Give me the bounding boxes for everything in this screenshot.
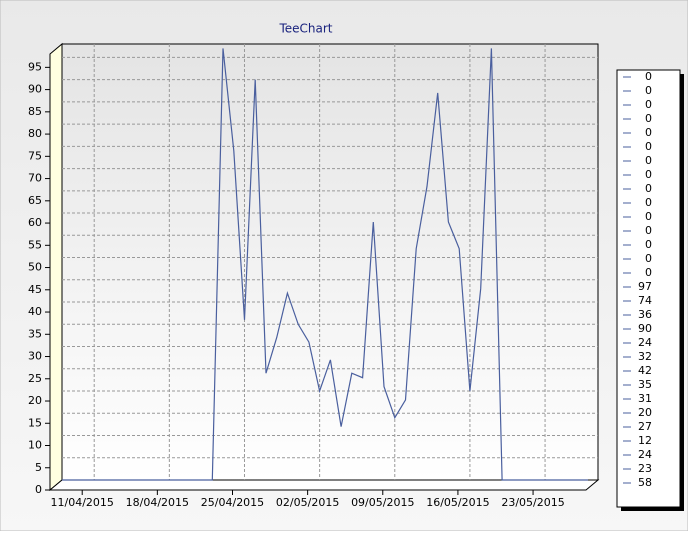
y-tick-label: 15	[28, 416, 42, 429]
y-tick-label: 85	[28, 105, 42, 118]
legend-label: 0	[645, 154, 652, 167]
legend-label: 36	[638, 308, 652, 321]
y-tick-label: 50	[28, 261, 42, 274]
legend-label: 31	[638, 392, 652, 405]
y-tick-label: 20	[28, 394, 42, 407]
legend-label: 20	[638, 406, 652, 419]
legend-box	[616, 69, 681, 508]
legend-label: 0	[645, 168, 652, 181]
legend-label: 97	[638, 280, 652, 293]
y-tick-label: 55	[28, 238, 42, 251]
legend-label: 0	[645, 140, 652, 153]
y-tick-label: 70	[28, 172, 42, 185]
floor	[48, 479, 600, 491]
legend-label: 23	[638, 462, 652, 475]
legend-label: 24	[638, 336, 652, 349]
legend-label: 42	[638, 364, 652, 377]
back-wall	[61, 43, 599, 481]
x-tick-label: 18/04/2015	[126, 496, 189, 509]
line-series	[62, 48, 588, 481]
legend-label: 0	[645, 196, 652, 209]
y-tick-label: 95	[28, 60, 42, 73]
legend-label: 0	[645, 98, 652, 111]
y-tick-label: 40	[28, 305, 42, 318]
y-tick-label: 75	[28, 149, 42, 162]
legend-label: 0	[645, 252, 652, 265]
x-tick-label: 09/05/2015	[351, 496, 414, 509]
x-tick-label: 02/05/2015	[276, 496, 339, 509]
legend-label: 0	[645, 126, 652, 139]
y-tick-label: 0	[35, 483, 42, 496]
legend-label: 27	[638, 420, 652, 433]
y-tick-label: 30	[28, 350, 42, 363]
legend-label: 0	[645, 70, 652, 83]
x-tick-label: 16/05/2015	[426, 496, 489, 509]
legend-label: 24	[638, 448, 652, 461]
legend-label: 35	[638, 378, 652, 391]
y-tick-label: 45	[28, 283, 42, 296]
legend-label: 0	[645, 224, 652, 237]
legend-label: 58	[638, 476, 652, 489]
legend-label: 0	[645, 210, 652, 223]
left-wall	[49, 42, 63, 492]
x-tick-label: 25/04/2015	[201, 496, 264, 509]
legend-label: 0	[645, 84, 652, 97]
y-tick-label: 35	[28, 327, 42, 340]
y-tick-label: 10	[28, 439, 42, 452]
y-tick-label: 90	[28, 83, 42, 96]
legend-label: 90	[638, 322, 652, 335]
x-tick-label: 23/05/2015	[501, 496, 564, 509]
y-tick-label: 65	[28, 194, 42, 207]
y-tick-label: 80	[28, 127, 42, 140]
legend-label: 0	[645, 112, 652, 125]
legend-label: 0	[645, 182, 652, 195]
legend-label: 0	[645, 238, 652, 251]
legend-label: 74	[638, 294, 652, 307]
legend: 0000000000000009774369024324235312027122…	[616, 69, 684, 511]
y-tick-label: 60	[28, 216, 42, 229]
legend-label: 12	[638, 434, 652, 447]
x-tick-label: 11/04/2015	[51, 496, 114, 509]
chart-title: TeeChart	[278, 22, 332, 36]
legend-label: 0	[645, 266, 652, 279]
y-tick-label: 5	[35, 461, 42, 474]
y-tick-label: 25	[28, 372, 42, 385]
legend-label: 32	[638, 350, 652, 363]
